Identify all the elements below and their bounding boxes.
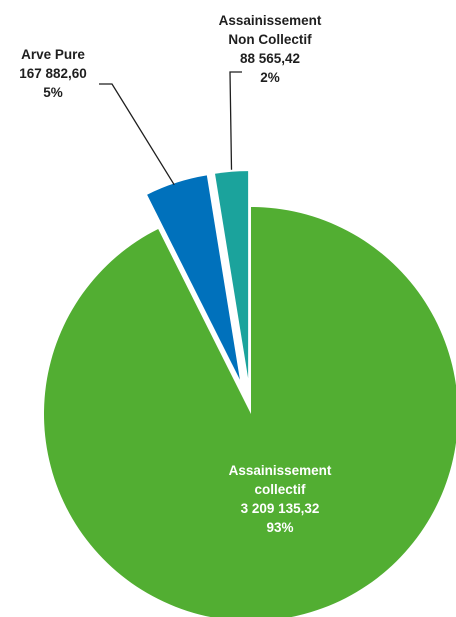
slice-percent-label: 2% bbox=[260, 70, 280, 85]
slice-name-line: Arve Pure bbox=[21, 47, 85, 62]
slice-name-line: Non Collectif bbox=[228, 32, 312, 47]
pie-slice-assainissement-collectif bbox=[44, 207, 456, 617]
pie-slice-assainissement-non-collectif bbox=[215, 171, 249, 379]
slices-layer bbox=[44, 171, 456, 617]
slice-value-label: 3 209 135,32 bbox=[240, 501, 320, 516]
slice-percent-label: 93% bbox=[266, 520, 294, 535]
pie-slice-arve-pure bbox=[147, 175, 240, 380]
leader-line-arve-pure bbox=[99, 83, 175, 186]
slice-label-assainissement-collectif: Assainissement collectif 3 209 135,32 93… bbox=[180, 461, 380, 537]
leader-lines-layer bbox=[99, 71, 242, 186]
slice-name-line: collectif bbox=[254, 482, 306, 497]
slice-percent-label: 5% bbox=[43, 85, 63, 100]
slice-label-assainissement-non-collectif: Assainissement Non Collectif 88 565,42 2… bbox=[196, 11, 344, 87]
slice-label-arve-pure: Arve Pure 167 882,60 5% bbox=[6, 45, 100, 102]
slice-value-label: 167 882,60 bbox=[19, 66, 87, 81]
slice-name-line: Assainissement bbox=[218, 13, 322, 28]
slice-name-line: Assainissement bbox=[228, 463, 332, 478]
slice-value-label: 88 565,42 bbox=[239, 51, 301, 66]
leader-line-assainissement-non-collectif bbox=[229, 71, 242, 170]
